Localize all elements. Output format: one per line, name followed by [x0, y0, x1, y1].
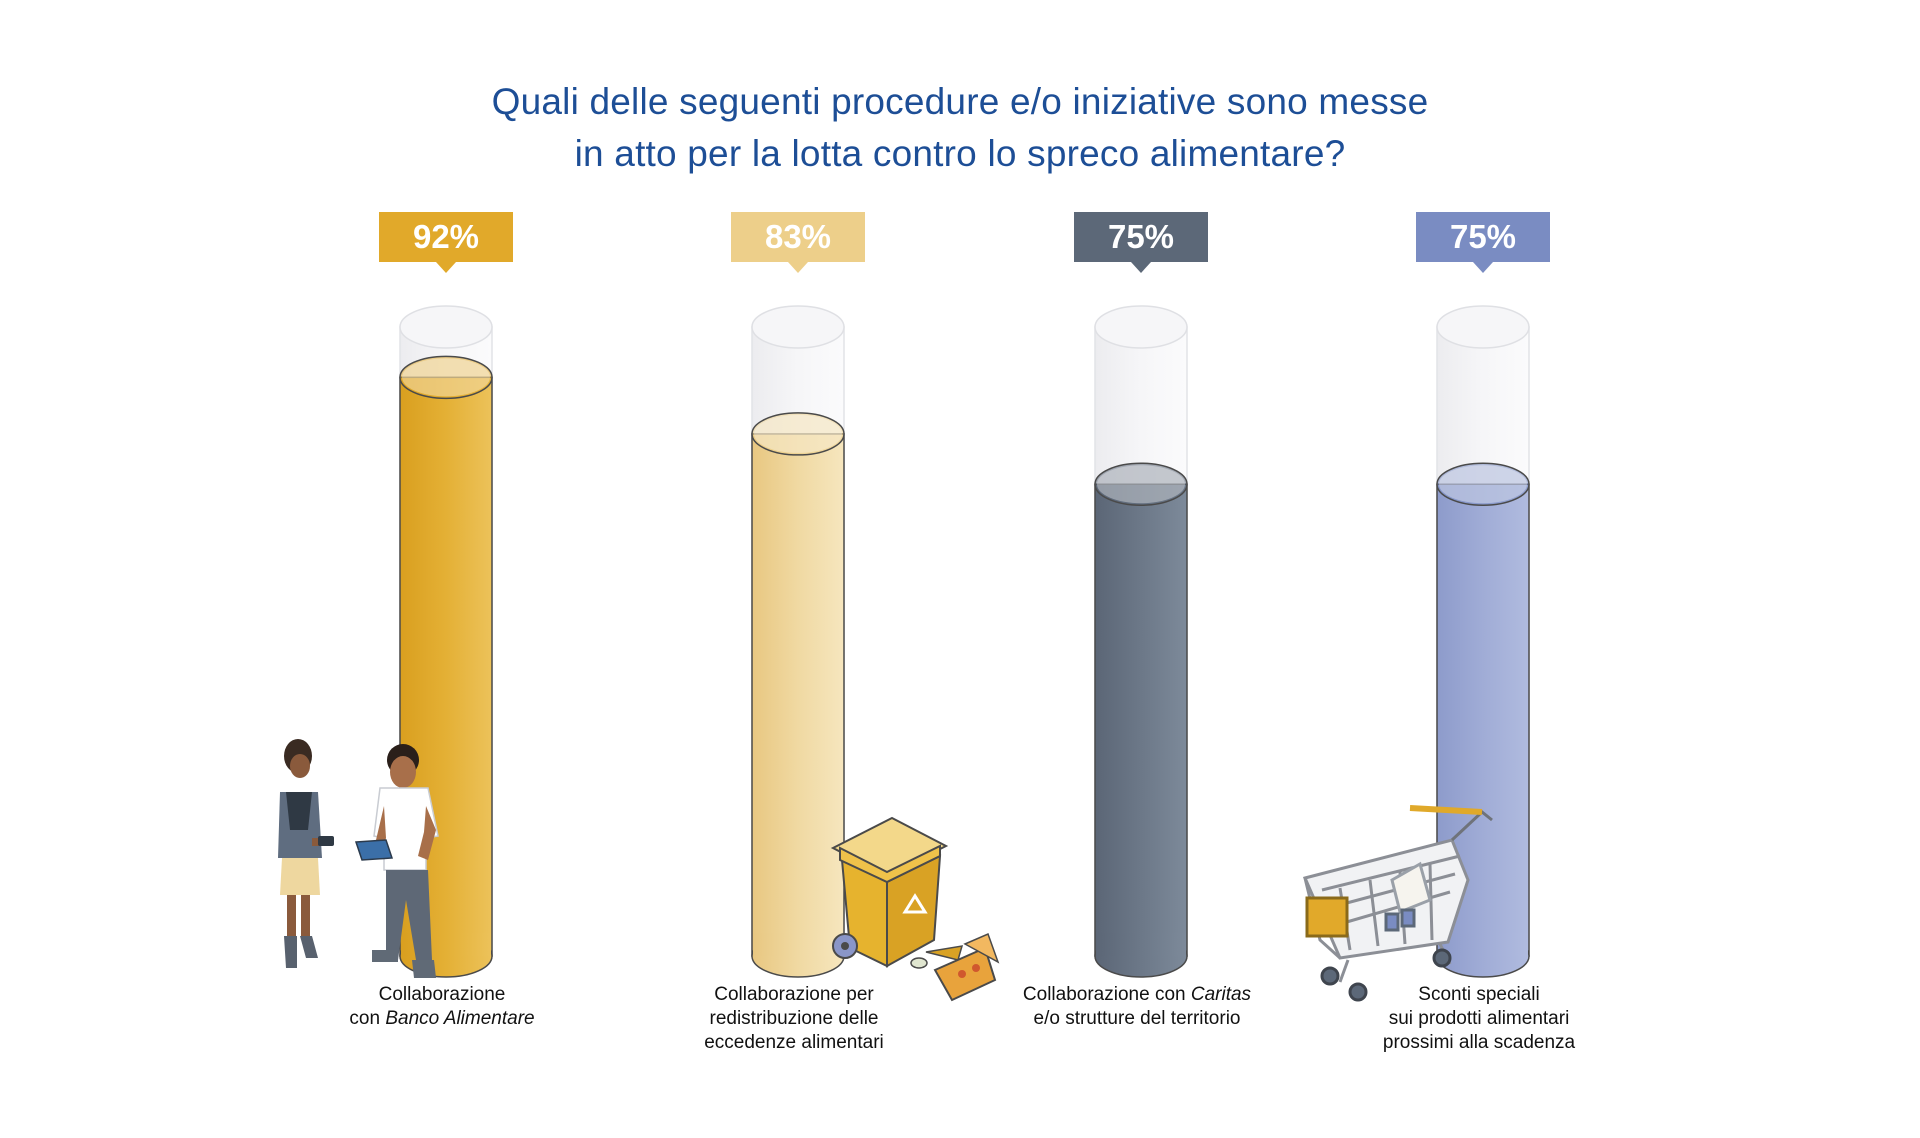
bar-top-highlight [1097, 465, 1185, 504]
category-label-line: Sconti speciali [1418, 984, 1539, 1005]
category-label-segment: redistribuzione delle [710, 1008, 879, 1029]
people-illustration [278, 739, 439, 978]
category-label-line: con Banco Alimentare [349, 1008, 534, 1029]
category-label-segment: Collaborazione con [1023, 984, 1191, 1005]
value-badge-pointer [788, 262, 808, 273]
bar-top-highlight [754, 414, 842, 453]
category-label-segment: Collaborazione per [714, 984, 874, 1005]
value-label: 75% [1108, 218, 1174, 255]
category-label-line: Collaborazione [379, 984, 506, 1005]
tube-glass-top [399, 305, 493, 349]
chart-title-line-1: Quali delle seguenti procedure e/o inizi… [491, 81, 1429, 122]
category-label-segment: Sconti speciali [1418, 984, 1539, 1005]
bar-3 [1094, 483, 1188, 957]
bar-top [751, 412, 845, 456]
category-label-segment: sui prodotti alimentari [1389, 1008, 1570, 1029]
value-label: 75% [1450, 218, 1516, 255]
value-label: 83% [765, 218, 831, 255]
bar-top [399, 355, 493, 400]
category-label-segment: e/o strutture del territorio [1034, 1008, 1241, 1029]
woman-figure [278, 739, 334, 968]
bar-base-mask [1438, 933, 1528, 956]
value-badge [379, 212, 513, 262]
category-label-line: redistribuzione delle [710, 1008, 879, 1029]
chart-title: Quali delle seguenti procedure e/o inizi… [0, 76, 1920, 180]
recycling-bin-illustration [830, 816, 1000, 1002]
bar-top-highlight [1439, 465, 1527, 504]
category-label-segment: Caritas [1191, 984, 1252, 1005]
man-figure [354, 744, 439, 978]
category-label-line: Collaborazione con Caritas [1023, 984, 1252, 1005]
category-label-segment: con [349, 1008, 385, 1029]
category-label-line: Collaborazione per [714, 984, 874, 1005]
category-label-line: sui prodotti alimentari [1389, 1008, 1570, 1029]
bar-top [1436, 462, 1530, 506]
category-label-segment: Collaborazione [379, 984, 506, 1005]
value-badge-pointer [436, 262, 456, 273]
category-label-line: prossimi alla scadenza [1383, 1032, 1576, 1053]
value-badge [731, 212, 865, 262]
tube-glass-top [751, 305, 845, 349]
bar-2 [751, 433, 845, 957]
category-label-line: e/o strutture del territorio [1034, 1008, 1241, 1029]
value-badge [1416, 212, 1550, 262]
tube-glass-top [1436, 305, 1530, 349]
bar-top [1094, 462, 1188, 506]
bar-base-mask [1096, 933, 1186, 956]
value-badge-pointer [1473, 262, 1493, 273]
shopping-cart-illustration [1302, 805, 1493, 1002]
chart-title-line-2: in atto per la lotta contro lo spreco al… [574, 133, 1346, 174]
category-label-segment: Banco Alimentare [385, 1008, 534, 1029]
tube-glass-top [1094, 305, 1188, 349]
value-badge [1074, 212, 1208, 262]
value-label: 92% [413, 218, 479, 255]
bar-base-mask [753, 933, 843, 956]
category-label-segment: eccedenze alimentari [704, 1032, 884, 1053]
category-label-line: eccedenze alimentari [704, 1032, 884, 1053]
value-badge-pointer [1131, 262, 1151, 273]
category-label-segment: prossimi alla scadenza [1383, 1032, 1576, 1053]
bar-top-highlight [402, 358, 490, 397]
